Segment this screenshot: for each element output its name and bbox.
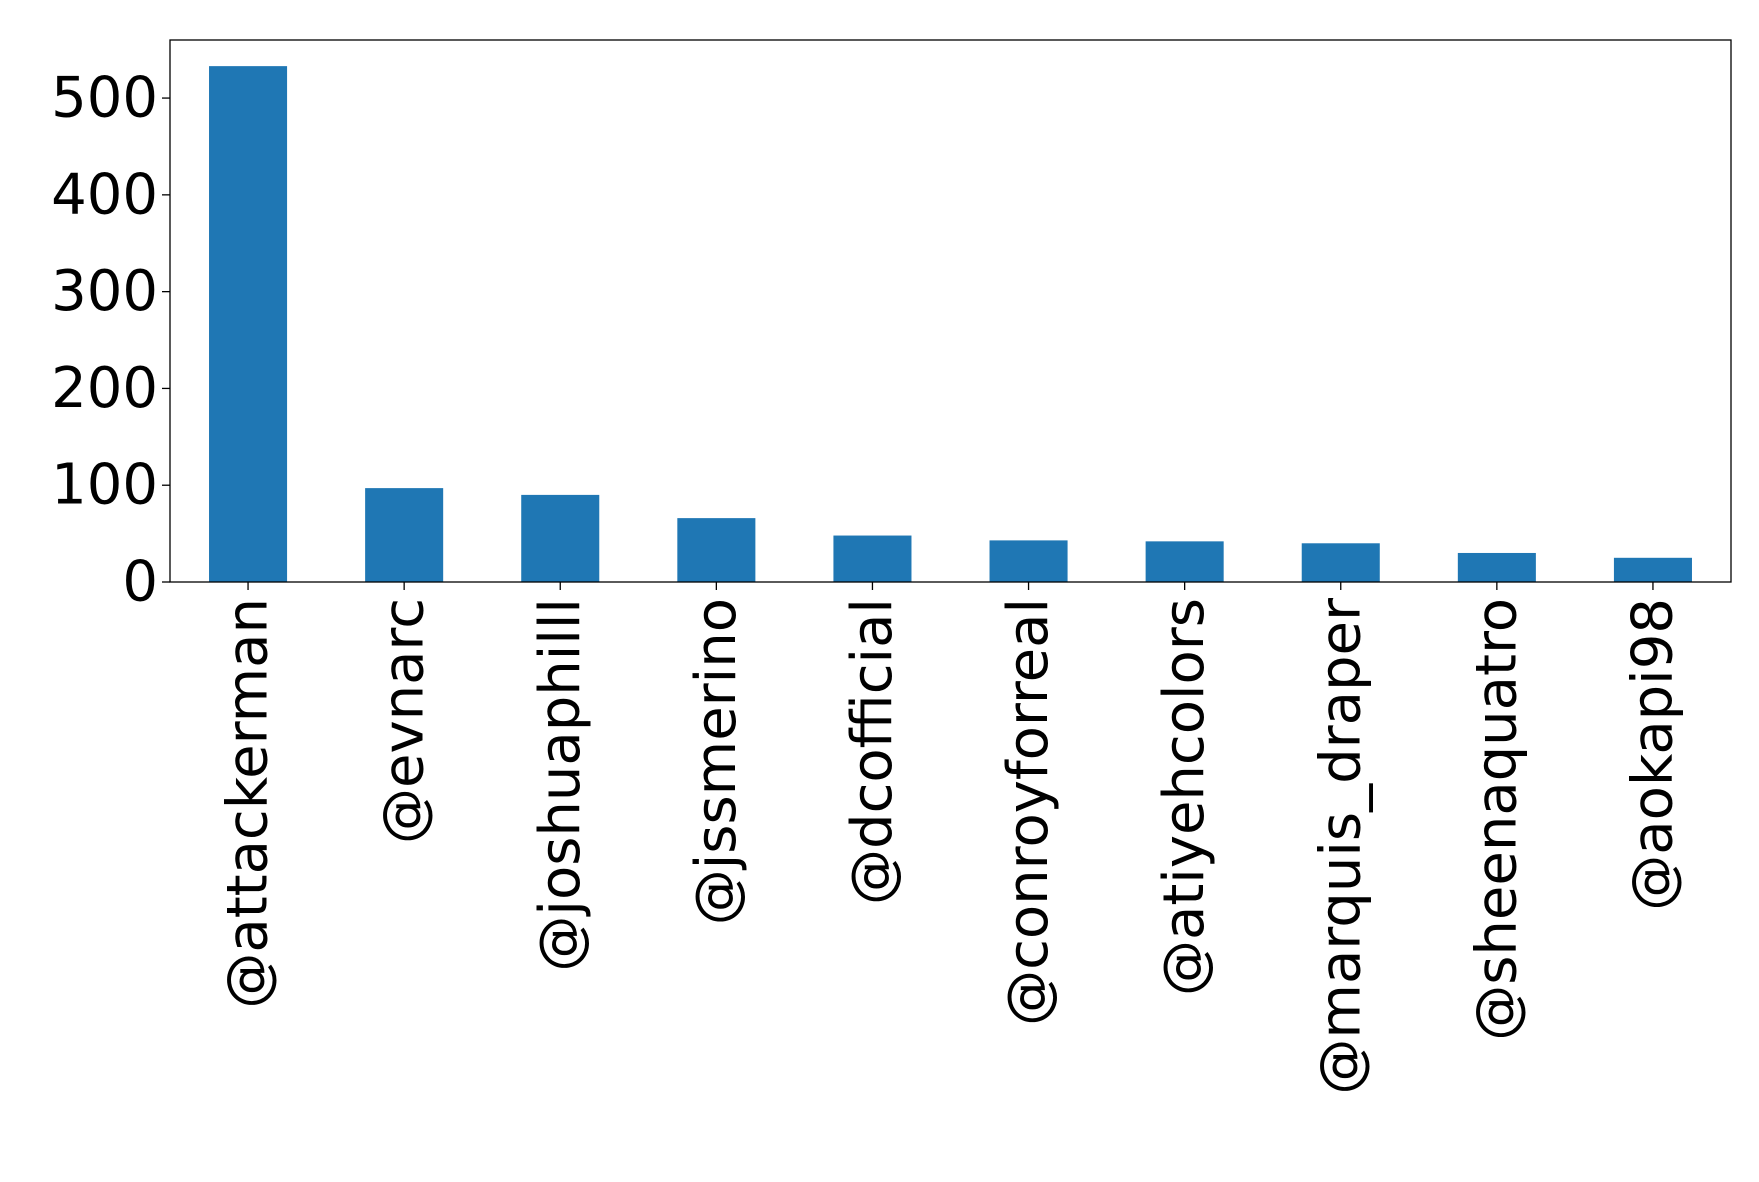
bar-4 <box>833 535 912 582</box>
x-tick-label: @evnarc <box>372 598 437 844</box>
y-tick-label: 500 <box>51 66 158 131</box>
x-tick-label: @attackerman <box>216 598 281 1009</box>
y-tick-label: 400 <box>51 162 158 227</box>
bar-6 <box>1145 541 1224 582</box>
x-tick-label: @dcofficial <box>840 598 905 905</box>
x-axis: @attackerman @evnarc @joshuaphilll @jssmeri… <box>216 582 1685 1095</box>
bar-8 <box>1457 552 1536 582</box>
bar-1 <box>365 488 444 582</box>
x-tick-label: @jssmerino <box>684 598 749 925</box>
x-tick-label: @aokapi98 <box>1620 598 1685 911</box>
bar-5 <box>989 540 1068 582</box>
bar-7 <box>1301 543 1380 582</box>
x-tick-label: @sheenaquatro <box>1464 598 1529 1041</box>
bar-3 <box>677 518 756 582</box>
y-tick-label: 200 <box>51 356 158 421</box>
x-tick-label: @conroyforreal <box>996 598 1061 1026</box>
bar-2 <box>521 494 600 582</box>
y-tick-label: 100 <box>51 453 158 518</box>
y-tick-label: 0 <box>122 550 158 615</box>
x-tick-label: @joshuaphilll <box>528 598 593 972</box>
y-tick-label: 300 <box>51 259 158 324</box>
bar-0 <box>209 66 288 582</box>
y-axis: 0 100 200 300 400 500 <box>51 66 170 615</box>
plot-frame <box>169 39 1732 583</box>
bars-group <box>209 66 1692 582</box>
x-tick-label: @marquis_draper <box>1308 597 1373 1095</box>
x-tick-label: @atiyehcolors <box>1152 598 1217 996</box>
bar-9 <box>1613 557 1692 582</box>
